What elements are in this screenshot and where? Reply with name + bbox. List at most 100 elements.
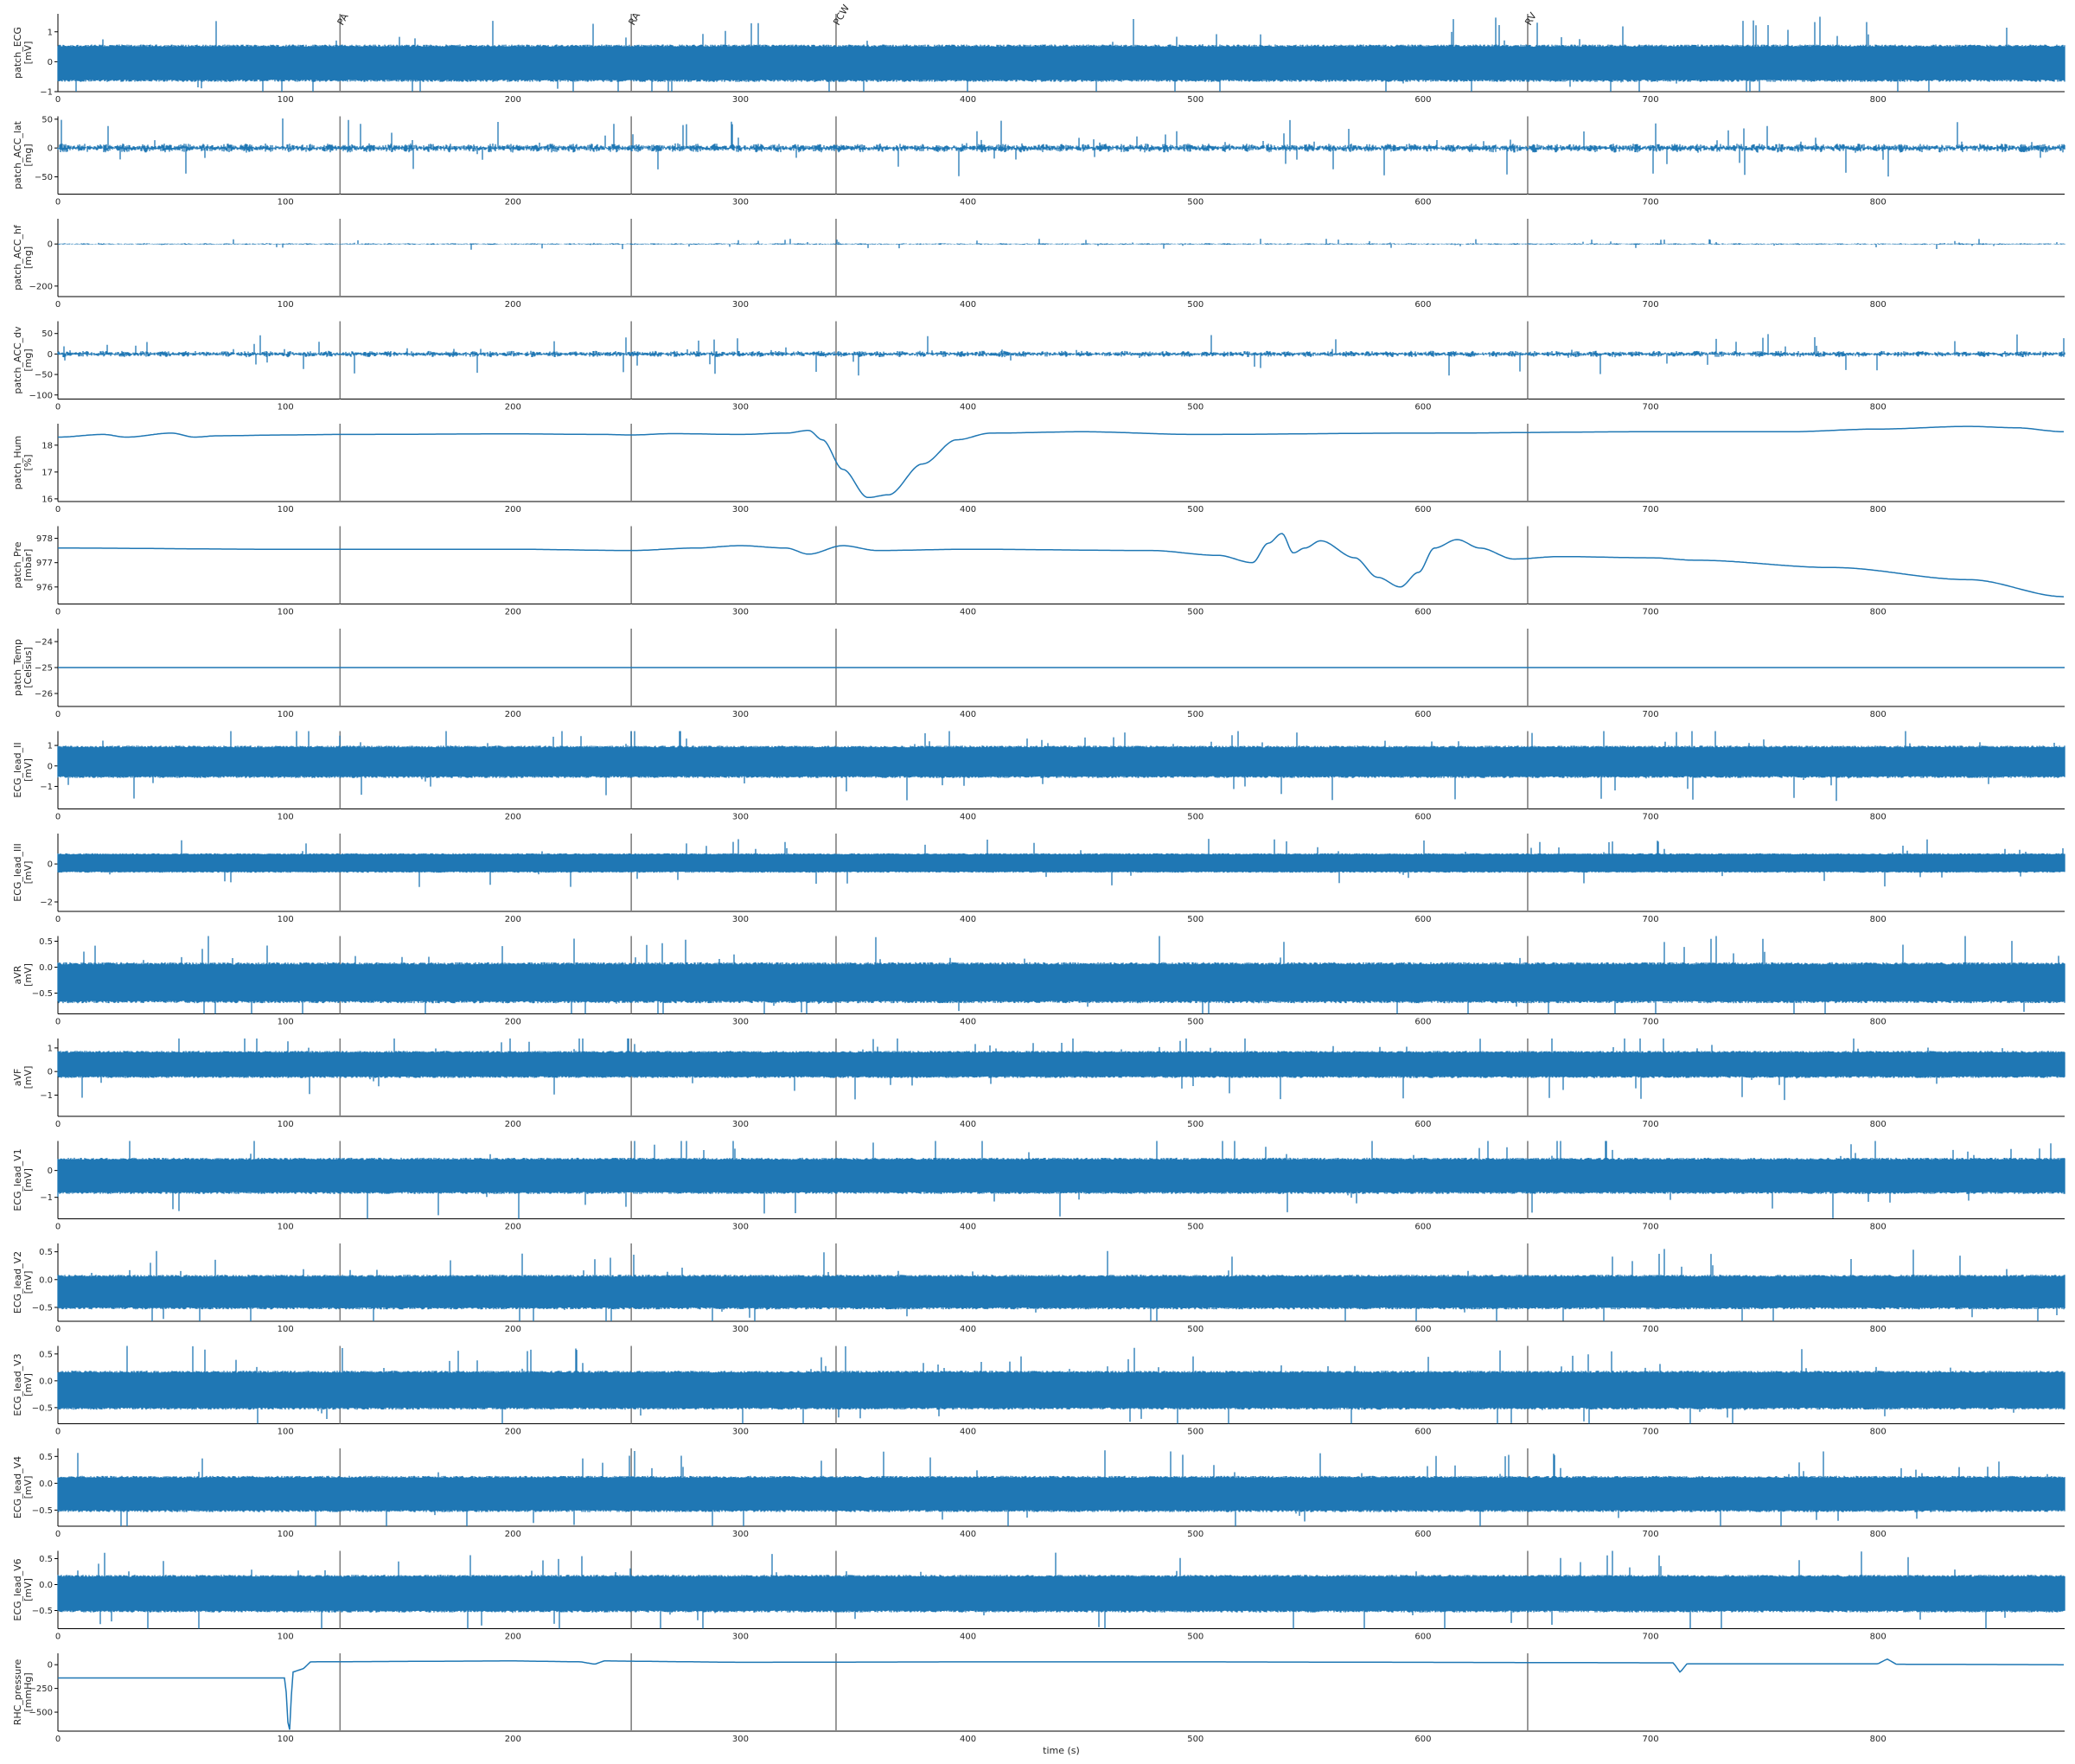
y-tick-label: 0 bbox=[48, 762, 53, 771]
y-tick-label: 0 bbox=[48, 860, 53, 870]
x-tick-label: 200 bbox=[505, 813, 521, 822]
x-tick-label: 0 bbox=[55, 1223, 61, 1232]
y-tick-label: 0.0 bbox=[39, 1581, 53, 1590]
x-tick-label: 300 bbox=[732, 1223, 749, 1232]
x-tick-label: 400 bbox=[960, 1223, 976, 1232]
x-tick-label: 100 bbox=[278, 1325, 294, 1334]
y-tick-label: 1 bbox=[48, 742, 53, 751]
panel-patch_ACC_hf: 0 100 200 300 400 500 600 700 800−2000patch_ACC_… bbox=[12, 219, 2065, 310]
y-tick-label: 0 bbox=[48, 1166, 53, 1176]
x-tick-label: 800 bbox=[1870, 1530, 1887, 1539]
y-axis-label: ECG_lead_II[mV] bbox=[12, 742, 34, 797]
x-tick-label: 100 bbox=[278, 1120, 294, 1129]
x-tick-label: 700 bbox=[1643, 1223, 1659, 1232]
y-axis-label: patch_Temp[Celsius] bbox=[12, 639, 34, 696]
x-tick-label: 100 bbox=[278, 710, 294, 719]
y-tick-label: −50 bbox=[35, 173, 53, 182]
signal-trace bbox=[57, 731, 2065, 802]
x-tick-label: 400 bbox=[960, 95, 976, 105]
y-tick-label: 0.0 bbox=[39, 963, 53, 973]
y-tick-label: 50 bbox=[42, 115, 53, 125]
x-tick-label: 600 bbox=[1414, 505, 1431, 514]
x-tick-label: 300 bbox=[732, 1633, 749, 1642]
y-axis-label: aVR[mV] bbox=[12, 963, 34, 987]
x-tick-label: 400 bbox=[960, 1325, 976, 1334]
x-tick-label: 300 bbox=[732, 1018, 749, 1027]
x-tick-label: 700 bbox=[1643, 1018, 1659, 1027]
y-tick-label: −24 bbox=[35, 638, 53, 648]
x-tick-label: 200 bbox=[505, 1428, 521, 1437]
x-tick-label: 800 bbox=[1870, 1735, 1887, 1744]
x-tick-label: 0 bbox=[55, 1633, 61, 1642]
x-tick-label: 800 bbox=[1870, 300, 1887, 310]
x-tick-label: 400 bbox=[960, 403, 976, 412]
x-tick-label: 100 bbox=[278, 608, 294, 617]
x-tick-label: 500 bbox=[1187, 813, 1204, 822]
x-tick-label: 0 bbox=[55, 300, 61, 310]
y-axis-label: patch_Hum[%] bbox=[12, 436, 34, 490]
x-tick-label: 500 bbox=[1187, 1530, 1204, 1539]
x-tick-label: 400 bbox=[960, 505, 976, 514]
panel-RHC_pressure: 0 100 200 300 400 500 600 700 800 −500 −250 0 RHC_pr… bbox=[12, 1653, 2065, 1756]
x-tick-label: 100 bbox=[278, 1735, 294, 1744]
x-tick-label: 500 bbox=[1187, 403, 1204, 412]
x-tick-label: 700 bbox=[1643, 915, 1659, 924]
x-tick-label: 300 bbox=[732, 403, 749, 412]
y-tick-label: −1 bbox=[40, 88, 53, 98]
x-tick-label: 500 bbox=[1187, 1018, 1204, 1027]
x-tick-label: 100 bbox=[278, 915, 294, 924]
y-tick-label: 0 bbox=[48, 1661, 53, 1671]
x-tick-label: 500 bbox=[1187, 300, 1204, 310]
x-tick-label: 500 bbox=[1187, 608, 1204, 617]
x-tick-label: 400 bbox=[960, 1018, 976, 1027]
x-tick-label: 500 bbox=[1187, 505, 1204, 514]
panel-aVF: 0 100 200 300 400 500 600 700 800 −1 0 1 aVF[mV] bbox=[12, 1039, 2065, 1129]
x-tick-label: 200 bbox=[505, 1735, 521, 1744]
x-tick-label: 0 bbox=[55, 95, 61, 105]
x-axis-label: time (s) bbox=[1043, 1745, 1080, 1756]
x-tick-label: 800 bbox=[1870, 710, 1887, 719]
y-tick-label: −26 bbox=[35, 690, 53, 700]
x-tick-label: 500 bbox=[1187, 1633, 1204, 1642]
event-label: RA bbox=[626, 10, 642, 28]
signal-trace bbox=[57, 1550, 2065, 1629]
x-tick-label: 200 bbox=[505, 1018, 521, 1027]
signal-trace bbox=[57, 239, 2065, 250]
x-tick-label: 300 bbox=[732, 95, 749, 105]
x-tick-label: 800 bbox=[1870, 608, 1887, 617]
y-tick-label: 0.0 bbox=[39, 1275, 53, 1285]
x-tick-label: 600 bbox=[1414, 608, 1431, 617]
panel-patch_Temp: 0 100 200 300 400 500 600 700 800 −26 −25 −24patch_… bbox=[12, 629, 2065, 719]
signal-trace bbox=[57, 1039, 2065, 1101]
x-tick-label: 400 bbox=[960, 198, 976, 208]
x-tick-label: 700 bbox=[1643, 505, 1659, 514]
x-tick-label: 200 bbox=[505, 915, 521, 924]
x-tick-label: 0 bbox=[55, 915, 61, 924]
x-tick-label: 800 bbox=[1870, 1428, 1887, 1437]
x-tick-label: 300 bbox=[732, 1120, 749, 1129]
y-tick-label: 0.5 bbox=[39, 1350, 53, 1359]
x-tick-label: 200 bbox=[505, 1633, 521, 1642]
x-tick-label: 600 bbox=[1414, 1633, 1431, 1642]
x-tick-label: 600 bbox=[1414, 1735, 1431, 1744]
panel-ECG_lead_V4: 0 100 200 300 400 500 600 700 800 −0.5 0.0 0.5 ECG_l… bbox=[12, 1448, 2065, 1539]
y-tick-label: −0.5 bbox=[32, 1303, 53, 1313]
x-tick-label: 400 bbox=[960, 1428, 976, 1437]
x-tick-label: 400 bbox=[960, 1633, 976, 1642]
x-tick-label: 400 bbox=[960, 710, 976, 719]
y-tick-label: 0 bbox=[48, 350, 53, 360]
signal-trace bbox=[58, 533, 2065, 598]
x-tick-label: 0 bbox=[55, 710, 61, 719]
y-axis-label: RHC_pressure[mmHg] bbox=[12, 1659, 34, 1725]
signal-trace bbox=[57, 334, 2065, 376]
x-tick-label: 700 bbox=[1643, 1633, 1659, 1642]
y-tick-label: −1 bbox=[40, 783, 53, 792]
x-tick-label: 0 bbox=[55, 1018, 61, 1027]
y-tick-label: −0.5 bbox=[32, 1506, 53, 1516]
y-axis-label: ECG_lead_V4[mV] bbox=[12, 1456, 34, 1518]
y-tick-label: 18 bbox=[42, 441, 53, 451]
y-axis-label: patch_Pre[mbar] bbox=[12, 541, 34, 588]
y-axis-label: patch_ACC_dv[mg] bbox=[12, 326, 34, 394]
y-axis-label: ECG_lead_V3[mV] bbox=[12, 1353, 34, 1416]
panel-ECG_lead_V3: 0 100 200 300 400 500 600 700 800 −0.5 0.0 0.5 ECG_l… bbox=[12, 1345, 2065, 1437]
